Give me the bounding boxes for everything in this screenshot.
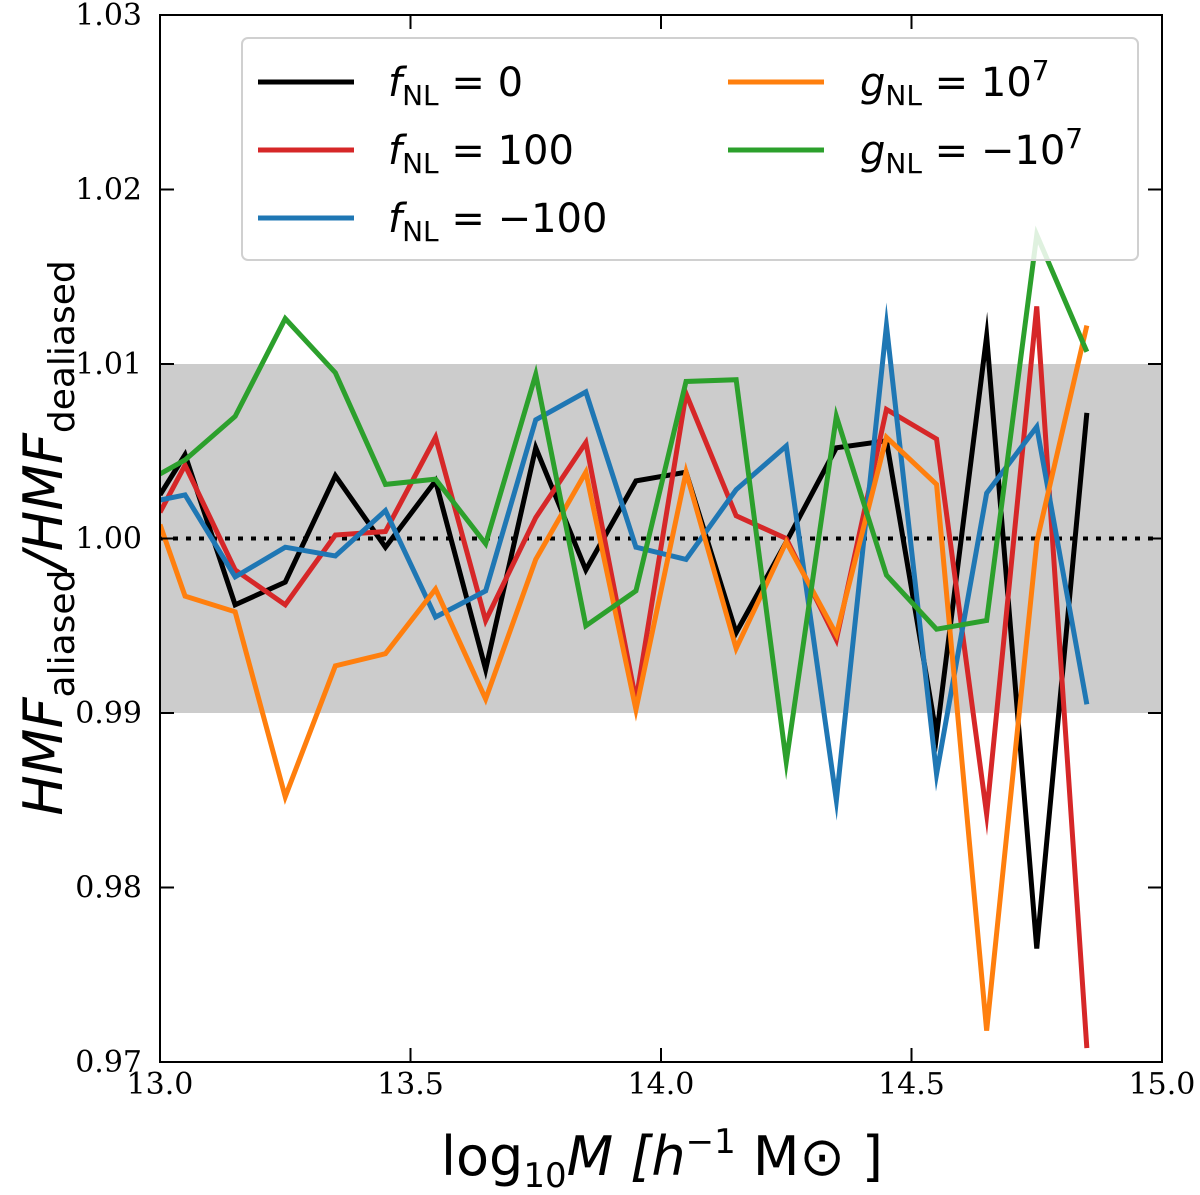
y-axis-label-part: dealiased [42,260,83,433]
y-tick-label: 0.99 [75,696,142,731]
x-axis-label-part: M⊙ ] [736,1125,883,1188]
series-line-2 [160,302,1090,821]
y-axis-label-part: aliased [42,570,83,698]
legend-box [241,37,1139,261]
y-tick-label: 1.00 [75,522,142,557]
x-axis-label-part: −1 [686,1122,736,1162]
series-line-1 [160,306,1090,1049]
legend-label-main: g [860,128,885,174]
legend-label-sup: 7 [1065,122,1083,155]
y-axis-label: HMFaliased/HMFdealiased [12,260,83,816]
legend-label-sub: NL [885,147,922,180]
x-axis-label-part: 10 [523,1156,566,1195]
legend-label-rest: = −100 [439,196,608,242]
x-tick-label: 14.0 [628,1067,695,1102]
x-axis-label-part: log [441,1125,523,1188]
plot-area [160,225,1162,1049]
series-line-3 [160,325,1090,1031]
y-tick-label: 0.97 [75,1045,142,1080]
x-tick-label: 14.5 [878,1067,945,1102]
legend-label-sub: NL [402,147,439,180]
legend-label-main: g [860,60,885,106]
axes: 13.0 13.5 14.0 14.5 15.0 0.97 0.98 0.99 1.00 1.01… [75,0,1195,1102]
legend-label-3: gNL = 107 [860,54,1050,112]
x-tick-label: 15.0 [1129,1067,1196,1102]
legend-label-rest: = 100 [439,128,574,174]
x-axis-label-part: M [h [567,1125,686,1188]
x-tick-label: 13.5 [377,1067,444,1102]
legend-label-sup: 7 [1032,54,1050,87]
y-axis-label-part: HMF [12,697,75,816]
y-axis-label-part: /HMF [12,432,75,573]
legend-label-sub: NL [885,79,922,112]
x-axis-label: log10M [h−1 M⊙ ] [441,1122,883,1195]
legend-label-0: fNL = 0 [388,60,523,112]
legend-label-4: gNL = −107 [860,122,1083,180]
y-tick-label: 1.01 [75,347,142,382]
y-tick-label: 1.02 [75,173,142,208]
axis-labels: log10M [h−1 M⊙ ] HMFaliased/HMFdealiased [12,260,883,1195]
legend-label-rest: = −10 [922,128,1065,174]
legend-label-sub: NL [402,215,439,248]
y-tick-label: 1.03 [75,0,142,33]
x-tick-label: 13.0 [127,1067,194,1102]
legend-label-sub: NL [402,79,439,112]
legend-label-1: fNL = 100 [388,128,574,180]
y-tick-label: 0.98 [75,871,142,906]
legend-label-rest: = 0 [439,60,523,106]
series-line-4 [160,225,1090,781]
legend-label-rest: = 10 [922,60,1032,106]
